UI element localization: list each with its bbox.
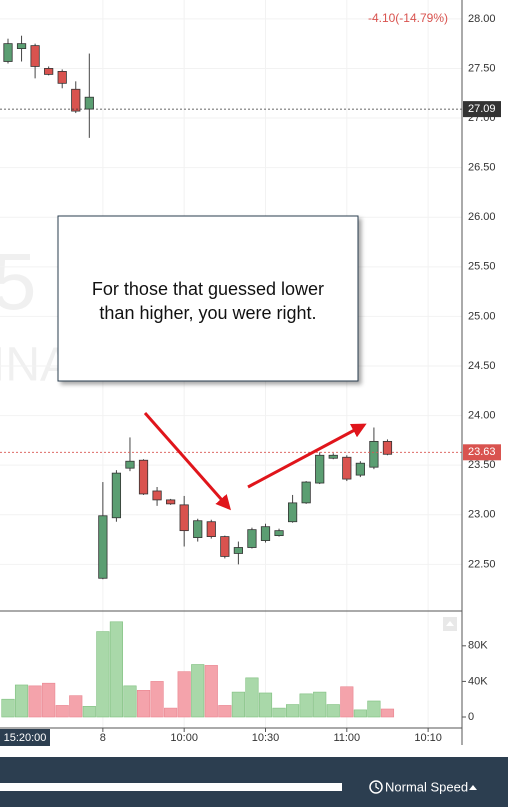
candle-body bbox=[152, 490, 162, 501]
volume-tick-label: 40K bbox=[468, 675, 488, 687]
playback-bar bbox=[0, 757, 508, 807]
candle-body bbox=[71, 88, 81, 112]
volume-bar bbox=[326, 704, 340, 718]
volume-bar bbox=[1, 698, 15, 718]
candle-body bbox=[16, 43, 27, 50]
volume-bar bbox=[150, 681, 164, 718]
candle-body bbox=[301, 481, 311, 504]
volume-bar bbox=[245, 677, 259, 718]
candle-body bbox=[220, 536, 230, 557]
volume-bar bbox=[28, 685, 42, 718]
y-tick-label: 25.50 bbox=[468, 261, 496, 273]
volume-bar bbox=[231, 691, 245, 718]
price-label-box bbox=[463, 101, 501, 118]
candle-body bbox=[328, 454, 338, 459]
annotation-box bbox=[57, 215, 359, 382]
speed-icon bbox=[369, 780, 383, 794]
price-label-box bbox=[463, 444, 501, 461]
arrow bbox=[247, 423, 367, 489]
candle-body bbox=[44, 68, 54, 75]
candle-body bbox=[247, 529, 257, 548]
y-tick-label: 26.50 bbox=[468, 162, 496, 174]
volume-bar bbox=[136, 690, 151, 718]
candle-body bbox=[260, 526, 271, 541]
volume-bar bbox=[42, 682, 56, 718]
volume-bar bbox=[380, 708, 395, 718]
volume-bar bbox=[191, 664, 205, 718]
crosshair-label: 15:20:00 bbox=[4, 732, 47, 744]
candle-body bbox=[57, 71, 67, 84]
volume-bar bbox=[82, 706, 96, 718]
volume-bar bbox=[313, 691, 327, 718]
progress-slider[interactable] bbox=[0, 783, 342, 791]
candle-body bbox=[315, 454, 325, 484]
volume-bar bbox=[340, 686, 354, 718]
candle-body bbox=[287, 502, 298, 523]
y-tick-label: 22.50 bbox=[468, 558, 496, 570]
volume-bar bbox=[218, 705, 232, 718]
volume-bar bbox=[299, 693, 313, 718]
volume-tick-label: 80K bbox=[468, 640, 488, 652]
candle-body bbox=[193, 520, 203, 538]
x-tick-label: 11:00 bbox=[333, 732, 360, 744]
candle-body bbox=[30, 45, 40, 67]
candle-body bbox=[274, 530, 284, 537]
collapse-icon bbox=[446, 621, 454, 626]
watermark: 5 bbox=[0, 237, 37, 326]
speed-button[interactable]: Normal Speed bbox=[385, 779, 468, 794]
y-tick-label: 27.50 bbox=[468, 62, 496, 74]
y-tick-label: 28.00 bbox=[468, 13, 496, 25]
volume-bar bbox=[272, 707, 286, 718]
price-label: 23.63 bbox=[468, 446, 496, 458]
volume-bar bbox=[177, 671, 191, 718]
candle-body bbox=[138, 459, 149, 495]
volume-bar bbox=[96, 631, 110, 718]
volume-bar bbox=[123, 685, 137, 718]
y-tick-label: 26.00 bbox=[468, 211, 496, 223]
arrow bbox=[143, 412, 231, 511]
candle-body bbox=[369, 440, 379, 468]
candle-body bbox=[233, 547, 243, 554]
candle-body bbox=[98, 515, 108, 579]
volume-bar bbox=[164, 707, 178, 718]
candle-body bbox=[3, 43, 13, 62]
annotation-text: For those that guessed lower bbox=[92, 279, 324, 299]
y-tick-label: 24.50 bbox=[468, 360, 496, 372]
volume-bar bbox=[286, 704, 300, 718]
candle-body bbox=[166, 499, 176, 505]
volume-tick-label: 0 bbox=[468, 711, 474, 723]
x-tick-label: 8 bbox=[100, 732, 106, 744]
speed-icon-hands bbox=[375, 783, 380, 790]
y-tick-label: 25.00 bbox=[468, 310, 496, 322]
volume-bar bbox=[204, 665, 218, 718]
volume-bar bbox=[109, 621, 123, 718]
volume-bar bbox=[69, 695, 83, 718]
candle-body bbox=[125, 460, 135, 469]
candle-body bbox=[382, 440, 393, 455]
volume-bar bbox=[353, 709, 367, 718]
volume-bar bbox=[258, 692, 273, 718]
annotation-text: than higher, you were right. bbox=[99, 303, 316, 323]
price-label: 27.09 bbox=[468, 103, 496, 115]
volume-bar bbox=[14, 684, 29, 718]
y-tick-label: 23.00 bbox=[468, 509, 496, 521]
x-tick-label: 10:10 bbox=[414, 732, 442, 744]
candle-body bbox=[84, 96, 94, 110]
volume-bar bbox=[367, 700, 381, 718]
candle-body bbox=[355, 462, 365, 476]
crosshair-box bbox=[0, 729, 50, 746]
change-label: -4.10(-14.79%) bbox=[368, 11, 448, 25]
y-tick-label: 23.50 bbox=[468, 459, 496, 471]
candle-body bbox=[342, 456, 352, 480]
y-tick-label: 24.00 bbox=[468, 409, 496, 421]
candle-body bbox=[206, 521, 216, 538]
candle-body bbox=[111, 472, 122, 519]
candle-body bbox=[179, 504, 189, 532]
speed-caret bbox=[469, 785, 477, 790]
x-tick-label: 10:00 bbox=[170, 732, 198, 744]
x-tick-label: 10:30 bbox=[252, 732, 280, 744]
volume-bar bbox=[55, 705, 69, 718]
